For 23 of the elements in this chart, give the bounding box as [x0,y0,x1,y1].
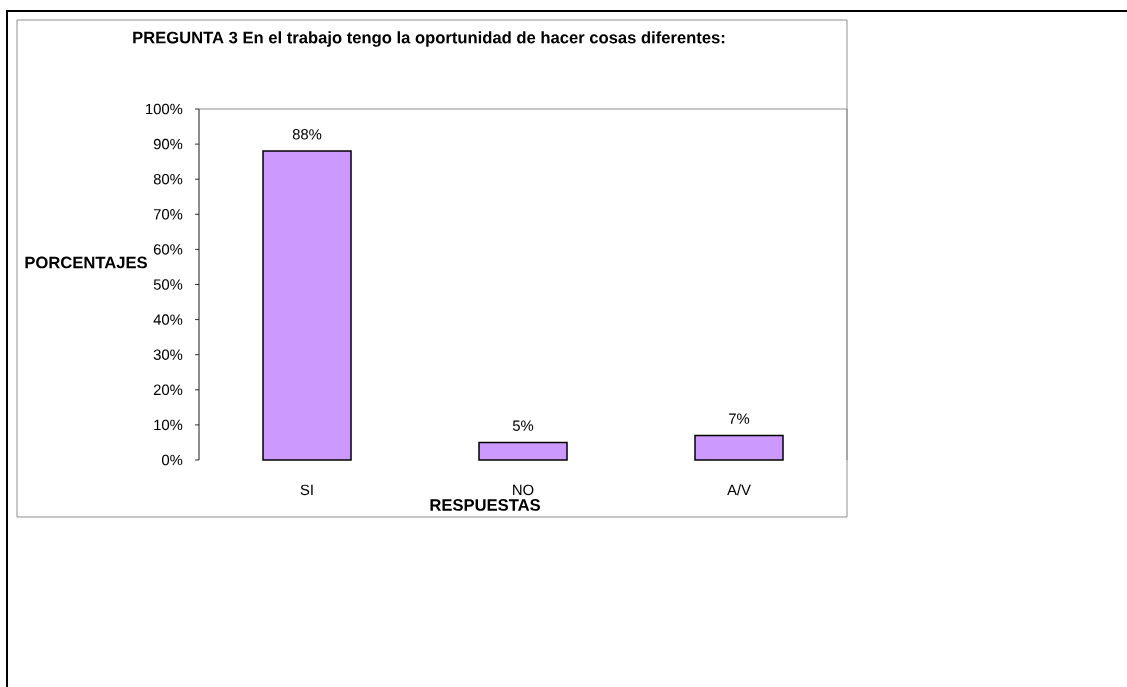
chart-title: PREGUNTA 3 En el trabajo tengo la oportunidad de hacer cosas diferentes: [133,31,725,47]
x-tick-label: NO [513,484,534,496]
data-label: 7% [729,413,750,424]
y-tick-label: 60% [153,244,183,255]
y-tick-label: 0% [162,454,183,466]
data-label: 88% [292,129,322,140]
bar [694,434,784,461]
y-tick-label: 100% [146,103,183,115]
data-label: 5% [512,420,534,431]
bar [262,150,352,461]
y-tick-label: 90% [153,138,183,150]
y-tick-label: 30% [153,349,183,360]
y-tick-label: 10% [154,419,183,431]
x-tick-label: A/V [727,484,751,496]
x-axis-title: RESPUESTAS [430,499,541,511]
y-axis-title: PORCENTAJES [25,256,147,269]
bar [478,441,568,461]
x-tick-label: SI [300,484,313,496]
y-tick-label: 20% [153,384,183,396]
y-tick-label: 70% [153,209,183,220]
y-tick-label: 40% [153,314,183,325]
y-tick-label: 80% [153,173,183,185]
y-tick-label: 50% [153,279,183,290]
